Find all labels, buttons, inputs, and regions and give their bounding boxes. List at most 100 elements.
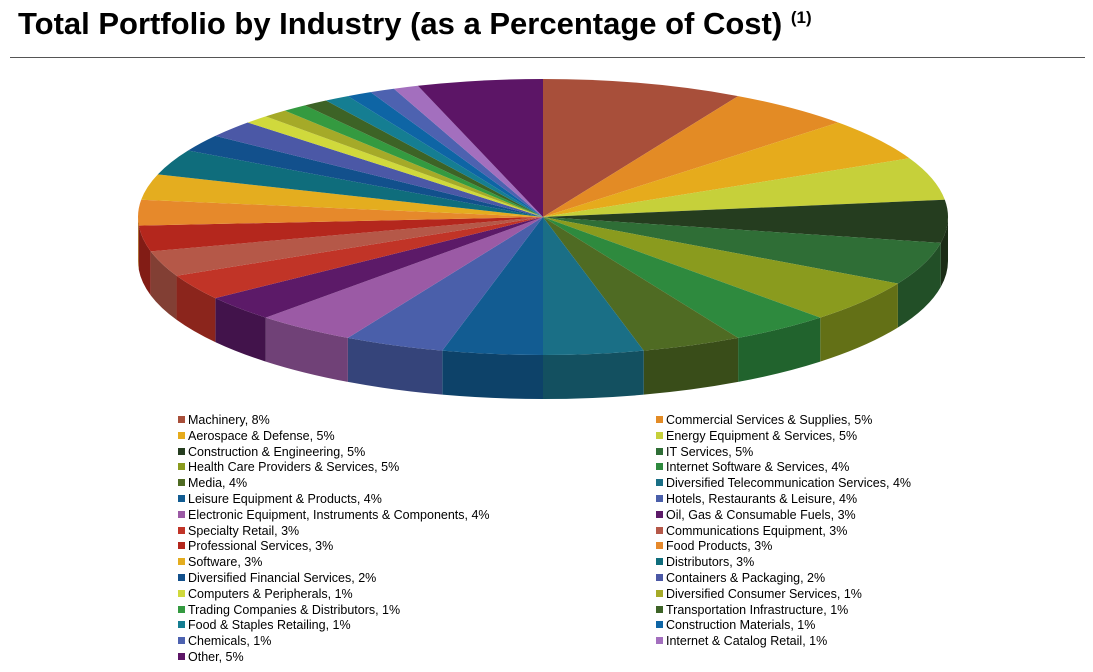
legend-label: Chemicals, 1% (188, 634, 272, 649)
legend-label: Machinery, 8% (188, 413, 270, 427)
legend-label: Oil, Gas & Consumable Fuels, 3% (666, 507, 856, 522)
legend-item: Construction & Engineering, 5% (178, 445, 365, 460)
legend-item: Diversified Telecommunication Services, … (656, 476, 911, 491)
legend-label: Media, 4% (188, 476, 248, 491)
pie-slice-13 (265, 217, 543, 338)
pie-slice-3 (543, 122, 910, 217)
legend-label: Diversified Financial Services, 2% (188, 571, 377, 585)
pie-slice-16 (150, 217, 543, 276)
legend-item: Computers & Peripherals, 1% (178, 587, 353, 602)
pie-slice-31 (417, 79, 543, 217)
legend-swatch (178, 574, 185, 581)
pie-slice-12 (347, 217, 543, 351)
legend-swatch (656, 542, 663, 550)
pie-side-5 (940, 217, 948, 287)
pie-slice-8 (543, 217, 821, 338)
pie-side-15 (176, 275, 216, 343)
legend-label: Diversified Consumer Services, 1% (666, 586, 862, 601)
pie-slice-21 (188, 135, 543, 217)
legend-swatch (178, 653, 185, 660)
legend-item: Chemicals, 1% (178, 634, 271, 649)
pie-side-9 (643, 337, 739, 395)
pie-slice-26 (304, 100, 543, 217)
title-divider (10, 57, 1085, 58)
pie-slices (138, 79, 948, 355)
legend-swatch (178, 463, 185, 471)
legend-swatch (178, 510, 185, 518)
legend-label: Software, 3% (188, 555, 263, 570)
legend-swatch (656, 605, 663, 613)
legend-label: IT Services, 5% (666, 444, 754, 459)
pie-slice-15 (176, 217, 543, 299)
pie-side-14 (215, 298, 266, 362)
pie-slice-28 (347, 92, 543, 217)
legend-swatch (656, 447, 663, 455)
legend-item: Food & Staples Retailing, 1% (178, 618, 351, 633)
legend-item: Distributors, 3% (656, 555, 754, 570)
legend-label: Containers & Packaging, 2% (666, 571, 826, 585)
legend-swatch (178, 558, 185, 566)
legend-item: Leisure Equipment & Products, 4% (178, 492, 382, 507)
legend-label: Computers & Peripherals, 1% (188, 586, 353, 601)
pie-slice-20 (157, 150, 543, 217)
legend-item: Professional Services, 3% (178, 539, 333, 554)
pie-slice-29 (370, 88, 543, 217)
pie-side-7 (820, 283, 898, 362)
legend-swatch (178, 479, 185, 487)
legend-swatch (656, 479, 663, 487)
legend-label: Leisure Equipment & Products, 4% (188, 492, 382, 506)
pie-side-16 (150, 251, 177, 320)
pie-slice-9 (543, 217, 739, 351)
pie-slice-14 (215, 217, 543, 318)
legend-swatch (656, 574, 663, 581)
legend-item: Energy Equipment & Services, 5% (656, 429, 857, 444)
pie-slice-22 (215, 122, 543, 217)
pie-slice-1 (543, 79, 739, 217)
legend-label: Trading Companies & Distributors, 1% (188, 602, 401, 617)
legend-item: Specialty Retail, 3% (178, 524, 299, 539)
pie-slice-18 (138, 199, 544, 226)
legend-label: Communications Equipment, 3% (666, 523, 848, 538)
legend-item: Commercial Services & Supplies, 5% (656, 413, 872, 428)
pie-slice-27 (325, 96, 543, 217)
legend-label: Internet & Catalog Retail, 1% (666, 634, 828, 649)
legend-swatch (178, 495, 185, 502)
pie-slice-30 (393, 85, 543, 217)
pie-slice-25 (284, 105, 543, 217)
pie-side-13 (265, 317, 348, 382)
pie-slice-17 (138, 217, 543, 252)
legend-label: Health Care Providers & Services, 5% (188, 460, 400, 475)
legend-swatch (656, 526, 663, 534)
legend-item: Internet & Catalog Retail, 1% (656, 634, 827, 649)
legend-item: Hotels, Restaurants & Leisure, 4% (656, 492, 857, 507)
legend-swatch (656, 495, 663, 502)
legend-item: Machinery, 8% (178, 413, 270, 428)
pie-slice-24 (265, 110, 543, 217)
pie-slice-4 (543, 158, 945, 217)
pie-slice-23 (247, 116, 543, 217)
pie-side-8 (738, 317, 821, 382)
legend-item: Health Care Providers & Services, 5% (178, 460, 399, 475)
legend-item: Construction Materials, 1% (656, 618, 815, 633)
legend-item: Software, 3% (178, 555, 262, 570)
pie-slice-11 (442, 217, 543, 355)
legend-label: Hotels, Restaurants & Leisure, 4% (666, 492, 858, 506)
legend-label: Aerospace & Defense, 5% (188, 428, 335, 443)
legend-swatch (178, 589, 185, 597)
legend-label: Construction Materials, 1% (666, 618, 816, 633)
pie-chart (138, 79, 948, 399)
pie-side-6 (897, 242, 941, 328)
legend-label: Construction & Engineering, 5% (188, 444, 366, 459)
legend-label: Transportation Infrastructure, 1% (666, 602, 849, 617)
legend-swatch (178, 542, 185, 550)
legend-swatch (178, 637, 185, 645)
legend-swatch (178, 605, 185, 613)
legend-label: Electronic Equipment, Instruments & Comp… (188, 507, 490, 522)
footnote-marker: (1) (790, 8, 812, 27)
pie-side-12 (347, 337, 443, 395)
legend-item: Other, 5% (178, 650, 244, 665)
legend-item: Diversified Consumer Services, 1% (656, 587, 862, 602)
legend-swatch (178, 431, 185, 439)
pie-side-18 (138, 217, 139, 270)
legend-item: Diversified Financial Services, 2% (178, 571, 376, 586)
